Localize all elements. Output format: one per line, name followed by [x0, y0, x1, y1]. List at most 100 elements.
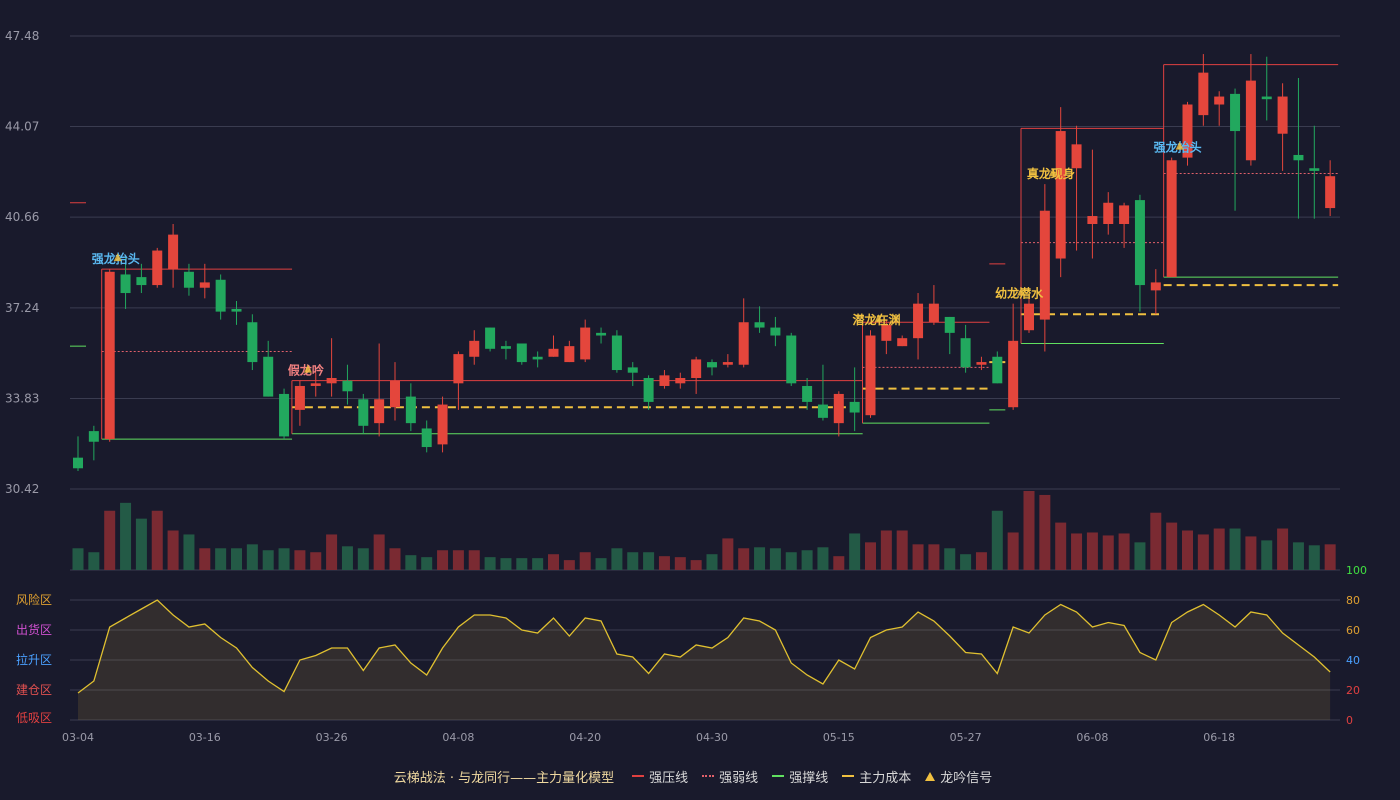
legend-item-cost: 主力成本: [842, 767, 911, 786]
signal-labels: 强龙抬头假龙吟潜龙在渊幼龙潜水真龙现身强龙抬头: [92, 140, 1202, 378]
volume-bar: [532, 558, 544, 570]
osc-area: [78, 600, 1331, 720]
legend-label: 主力成本: [859, 770, 912, 786]
volume-bar: [611, 548, 623, 570]
volume-bar: [769, 548, 781, 570]
volume-bar: [167, 530, 179, 570]
volume-bar: [1071, 533, 1083, 570]
volume-bar: [1166, 522, 1178, 570]
volume-bar: [1229, 528, 1241, 570]
candle-body: [1039, 210, 1050, 320]
volume-bar: [1261, 540, 1273, 570]
volume-bar: [452, 550, 464, 570]
volume-bar: [516, 558, 528, 570]
candle-body: [247, 322, 258, 363]
volume-bar: [341, 546, 353, 570]
osc-tick-label: 60: [1346, 624, 1360, 637]
candle-body: [1325, 176, 1336, 209]
candle-body: [390, 380, 400, 408]
volume-bar: [1324, 544, 1336, 570]
volume-bar: [1245, 536, 1257, 570]
volume-bar: [262, 550, 274, 570]
volume-bar: [326, 534, 338, 570]
candle-body: [199, 282, 210, 288]
date-tick-label: 04-08: [442, 731, 474, 744]
candle-body: [786, 335, 797, 384]
signal-triangle-icon: [113, 253, 122, 262]
candle-body: [738, 322, 749, 365]
signal-triangle-icon: [1048, 168, 1057, 177]
candle-body: [88, 431, 99, 442]
legend-item-support: 强撑线: [772, 767, 828, 786]
volume-bar: [199, 548, 211, 570]
indicator-lines: [70, 64, 1339, 440]
candle-body: [1008, 340, 1019, 408]
volume-bar: [120, 502, 132, 570]
candle-body: [421, 428, 432, 448]
triangle-icon: [925, 771, 936, 781]
candle-body: [1134, 200, 1145, 286]
candle-body: [1214, 96, 1225, 105]
volume-bar: [563, 560, 575, 570]
osc-zone-label: 风险区: [16, 592, 52, 607]
candle-body: [817, 404, 828, 418]
chart-legend: 云梯战法 · 与龙同行——主力量化模型 强压线 强弱线 强撑线 主力成本 龙吟信…: [0, 764, 1400, 788]
candle-body: [136, 277, 147, 286]
osc-tick-label: 20: [1346, 684, 1360, 697]
volume-bar: [595, 558, 607, 570]
volume-bar: [1086, 532, 1098, 570]
volume-bar: [1150, 512, 1162, 570]
volume-bar: [135, 518, 147, 570]
candle-body: [516, 343, 527, 363]
candle-body: [976, 362, 987, 365]
candle-body: [104, 271, 115, 440]
date-tick-label: 05-15: [823, 731, 855, 744]
candle-body: [596, 332, 607, 336]
candle-body: [326, 378, 337, 384]
volume-bar: [1055, 522, 1067, 570]
date-tick-label: 03-26: [316, 731, 348, 744]
osc-zone-label: 出货区: [16, 622, 52, 637]
osc-tick-label: 100: [1346, 564, 1367, 577]
candle-body: [722, 362, 733, 365]
date-axis-labels: 03-04 03-16 03-26 04-08 04-20 04-30 05-15 05-27…: [62, 731, 1235, 744]
volume-bar: [484, 557, 496, 570]
candle-body: [342, 380, 353, 392]
date-tick-label: 04-20: [569, 731, 601, 744]
volume-bars: [72, 491, 1336, 570]
legend-swatch: [842, 775, 855, 777]
volume-bar: [880, 530, 892, 570]
volume-bar: [183, 534, 195, 570]
candle-body: [485, 327, 496, 349]
volume-bar: [801, 550, 813, 570]
candle-body: [1245, 80, 1256, 161]
volume-bar: [357, 548, 369, 570]
volume-bar: [627, 552, 639, 570]
legend-item-strength: 强弱线: [702, 767, 758, 786]
legend-label: 强撑线: [789, 770, 829, 786]
candle-body: [675, 378, 686, 384]
volume-bar: [421, 557, 433, 570]
volume-bar: [468, 550, 480, 570]
price-tick-label: 47.48: [5, 29, 39, 43]
candle-body: [374, 399, 385, 424]
candle-body: [1277, 96, 1288, 134]
candle-body: [1230, 93, 1241, 132]
volume-bar: [706, 554, 718, 570]
candle-body: [897, 338, 908, 347]
candle-body: [770, 327, 781, 336]
candle-body: [548, 348, 559, 357]
volume-bar: [975, 552, 987, 570]
price-tick-label: 30.42: [5, 482, 39, 496]
volume-bar: [991, 510, 1003, 570]
legend-label: 强压线: [649, 770, 689, 786]
legend-swatch: [772, 775, 785, 777]
legend-swatch: [632, 775, 645, 777]
volume-bar: [1023, 491, 1035, 570]
candle-body: [1103, 202, 1114, 224]
candle-body: [183, 271, 194, 288]
volume-bar: [849, 533, 861, 570]
candle-body: [849, 401, 860, 413]
volume-bar: [912, 544, 924, 570]
